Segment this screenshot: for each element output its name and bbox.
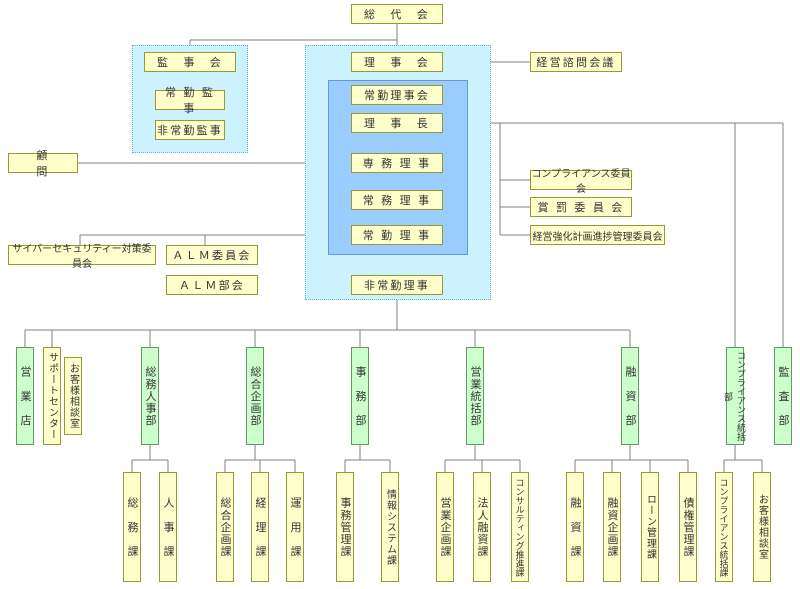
node-joumu-riji: 常 務 理 事	[351, 190, 443, 210]
dept-soumu-jinji: 総務人事部	[141, 347, 159, 445]
sec-sougou-kikaku: 総合企画課	[216, 472, 234, 582]
dept-eigyou-toukatsu: 営業統括部	[466, 347, 484, 445]
sec-eigyou-kikaku: 営業企画課	[436, 472, 454, 582]
node-shoubatsu: 賞 罰 委 員 会	[530, 197, 632, 217]
dept-yushi: 融 資 部	[621, 347, 639, 445]
node-komon: 顧 問	[8, 153, 78, 173]
node-keiei-kyouka: 経営強化計画進捗管理委員会	[530, 225, 665, 245]
node-hijoukin-kanji: 非常勤監事	[155, 120, 225, 140]
sec-keiri: 経 理 課	[251, 472, 269, 582]
dept-okyakusama-top: お客様相談室	[64, 357, 82, 435]
dept-sougou-kikaku: 総合企画部	[246, 347, 264, 445]
sec-consulting: コンサルティング推進課	[511, 472, 529, 582]
dept-jimu: 事 務 部	[351, 347, 369, 445]
dept-eigyoten: 営 業 店	[16, 347, 34, 445]
sec-okyakusama-sodan: お客様相談室	[753, 472, 771, 582]
sec-jinji: 人 事 課	[159, 472, 177, 582]
sec-compliance-toukatsu: コンプライアンス統括課	[715, 472, 733, 582]
node-rijichou: 理 事 長	[351, 113, 443, 133]
node-compliance-iinkai: コンプライアンス委員会	[530, 170, 632, 190]
sec-soumu: 総 務 課	[123, 472, 141, 582]
node-hijoukin-riji: 非常勤理事	[351, 275, 443, 295]
sec-jimu-kanri: 事務管理課	[336, 472, 354, 582]
sec-unyou: 運 用 課	[286, 472, 304, 582]
node-rijikai: 理 事 会	[351, 52, 443, 72]
node-joukin-kanji: 常 勤 監 事	[155, 90, 225, 110]
node-keiei-shimon: 経営諮問会議	[530, 52, 622, 72]
dept-kansa: 監 査 部	[774, 347, 792, 445]
sec-loan-kanri: ローン管理課	[641, 472, 659, 582]
sec-saiken-kanri: 債権管理課	[679, 472, 697, 582]
node-alm-bukai: ＡＬＭ部会	[166, 275, 258, 295]
sec-yushi: 融 資 課	[566, 472, 584, 582]
dept-compliance: コンプライアンス統括部	[726, 347, 744, 445]
sec-joho-system: 情報システム課	[381, 472, 399, 582]
node-kanjikai: 監 事 会	[144, 52, 236, 72]
node-joukin-riji: 常 勤 理 事	[351, 225, 443, 245]
node-cyber: サイバーセキュリティー対策委員会	[8, 245, 156, 265]
node-joukin-rijikai: 常勤理事会	[351, 85, 443, 105]
node-alm-iinkai: ＡＬＭ委員会	[166, 245, 258, 265]
node-senmu-riji: 専 務 理 事	[351, 153, 443, 173]
sec-yushi-kikaku: 融資企画課	[603, 472, 621, 582]
node-sodaikai: 総 代 会	[351, 4, 443, 24]
dept-support: サポートセンター	[43, 347, 61, 445]
sec-houjin-yushi: 法人融資課	[473, 472, 491, 582]
